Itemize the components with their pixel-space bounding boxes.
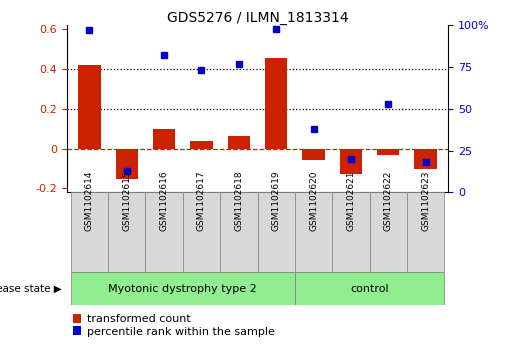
Text: GSM1102623: GSM1102623 (421, 170, 430, 231)
Bar (71, 192, 108, 272)
Bar (295, 272, 444, 305)
Text: control: control (350, 284, 389, 294)
Bar (295, 192, 332, 272)
Bar (377, 149, 400, 155)
Legend: transformed count, percentile rank within the sample: transformed count, percentile rank withi… (73, 314, 275, 337)
Bar (265, 58, 287, 149)
Text: GSM1102618: GSM1102618 (234, 170, 243, 231)
Text: GSM1102620: GSM1102620 (309, 170, 318, 231)
Bar (332, 192, 370, 272)
Bar (258, 192, 295, 272)
Text: GSM1102622: GSM1102622 (384, 170, 393, 231)
Bar (115, 149, 138, 179)
Text: GSM1102617: GSM1102617 (197, 170, 206, 231)
Text: GDS5276 / ILMN_1813314: GDS5276 / ILMN_1813314 (167, 11, 348, 25)
Text: disease state ▶: disease state ▶ (0, 284, 62, 294)
Bar (108, 192, 145, 272)
Bar (220, 192, 258, 272)
Bar (302, 149, 325, 160)
Bar (153, 129, 175, 149)
Bar (340, 149, 362, 174)
Text: GSM1102615: GSM1102615 (122, 170, 131, 231)
Bar (407, 192, 444, 272)
Text: GSM1102621: GSM1102621 (347, 170, 355, 231)
Bar (190, 141, 213, 149)
Bar (145, 192, 183, 272)
Bar (415, 149, 437, 168)
Bar (228, 136, 250, 149)
Text: GSM1102614: GSM1102614 (85, 170, 94, 231)
Text: Myotonic dystrophy type 2: Myotonic dystrophy type 2 (108, 284, 257, 294)
Bar (78, 65, 100, 149)
Text: GSM1102616: GSM1102616 (160, 170, 168, 231)
Bar (370, 192, 407, 272)
Bar (71, 272, 295, 305)
Text: GSM1102619: GSM1102619 (272, 170, 281, 231)
Bar (183, 192, 220, 272)
